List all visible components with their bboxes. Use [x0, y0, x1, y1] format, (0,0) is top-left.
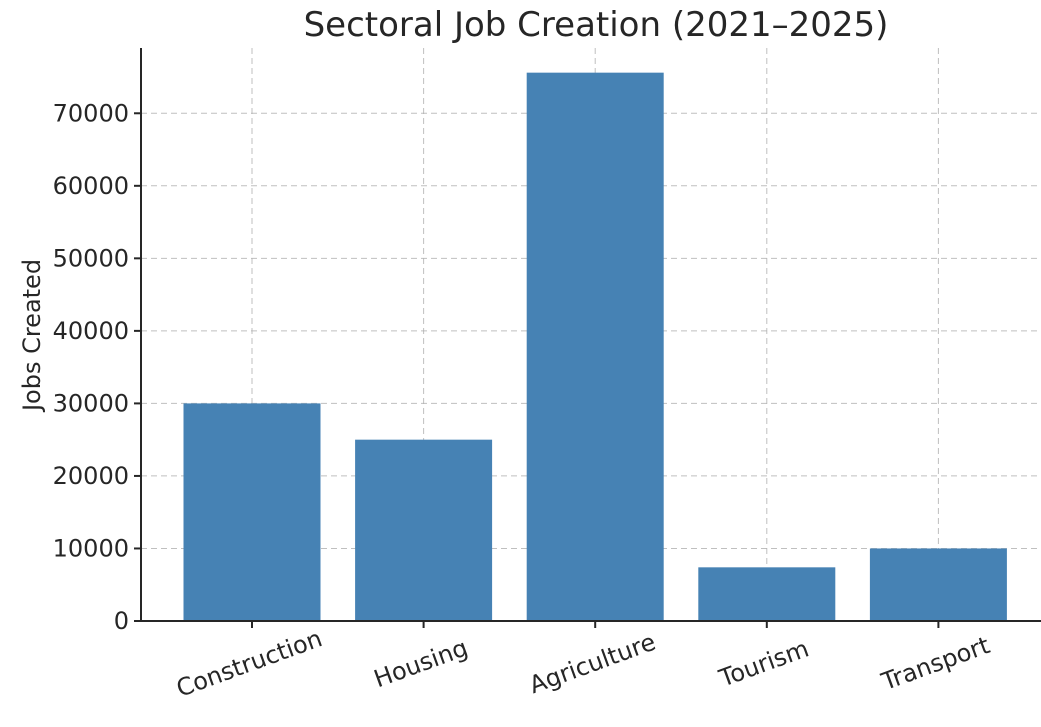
x-tick-label: Transport	[877, 631, 993, 696]
axes	[140, 48, 1041, 622]
y-tick-label: 10000	[53, 534, 129, 562]
x-tick-label: Agriculture	[526, 628, 660, 699]
chart-title: Sectoral Job Creation (2021–2025)	[304, 5, 889, 45]
bar-transport	[869, 548, 1007, 621]
bar-agriculture	[526, 72, 664, 621]
bars	[183, 72, 1007, 621]
y-axis-label: Jobs Created	[18, 259, 46, 413]
y-tick-label: 70000	[53, 99, 129, 127]
bar-tourism	[698, 567, 836, 621]
x-tick-label: Housing	[370, 634, 471, 694]
x-tick-label: Construction	[173, 624, 326, 703]
bar-construction	[183, 403, 321, 621]
y-tick-label: 50000	[53, 244, 129, 272]
y-tick-label: 20000	[53, 462, 129, 490]
y-tick-label: 40000	[53, 317, 129, 345]
y-tick-label: 0	[114, 607, 129, 635]
x-tick-label: Tourism	[715, 634, 813, 692]
x-ticks: Construction Housing Agriculture Tourism Tra…	[173, 621, 993, 703]
y-ticks: 0 10000 20000 30000 40000 50000 60000 70000	[53, 99, 141, 635]
y-tick-label: 30000	[53, 389, 129, 417]
bar-housing	[355, 439, 493, 621]
y-tick-label: 60000	[53, 172, 129, 200]
